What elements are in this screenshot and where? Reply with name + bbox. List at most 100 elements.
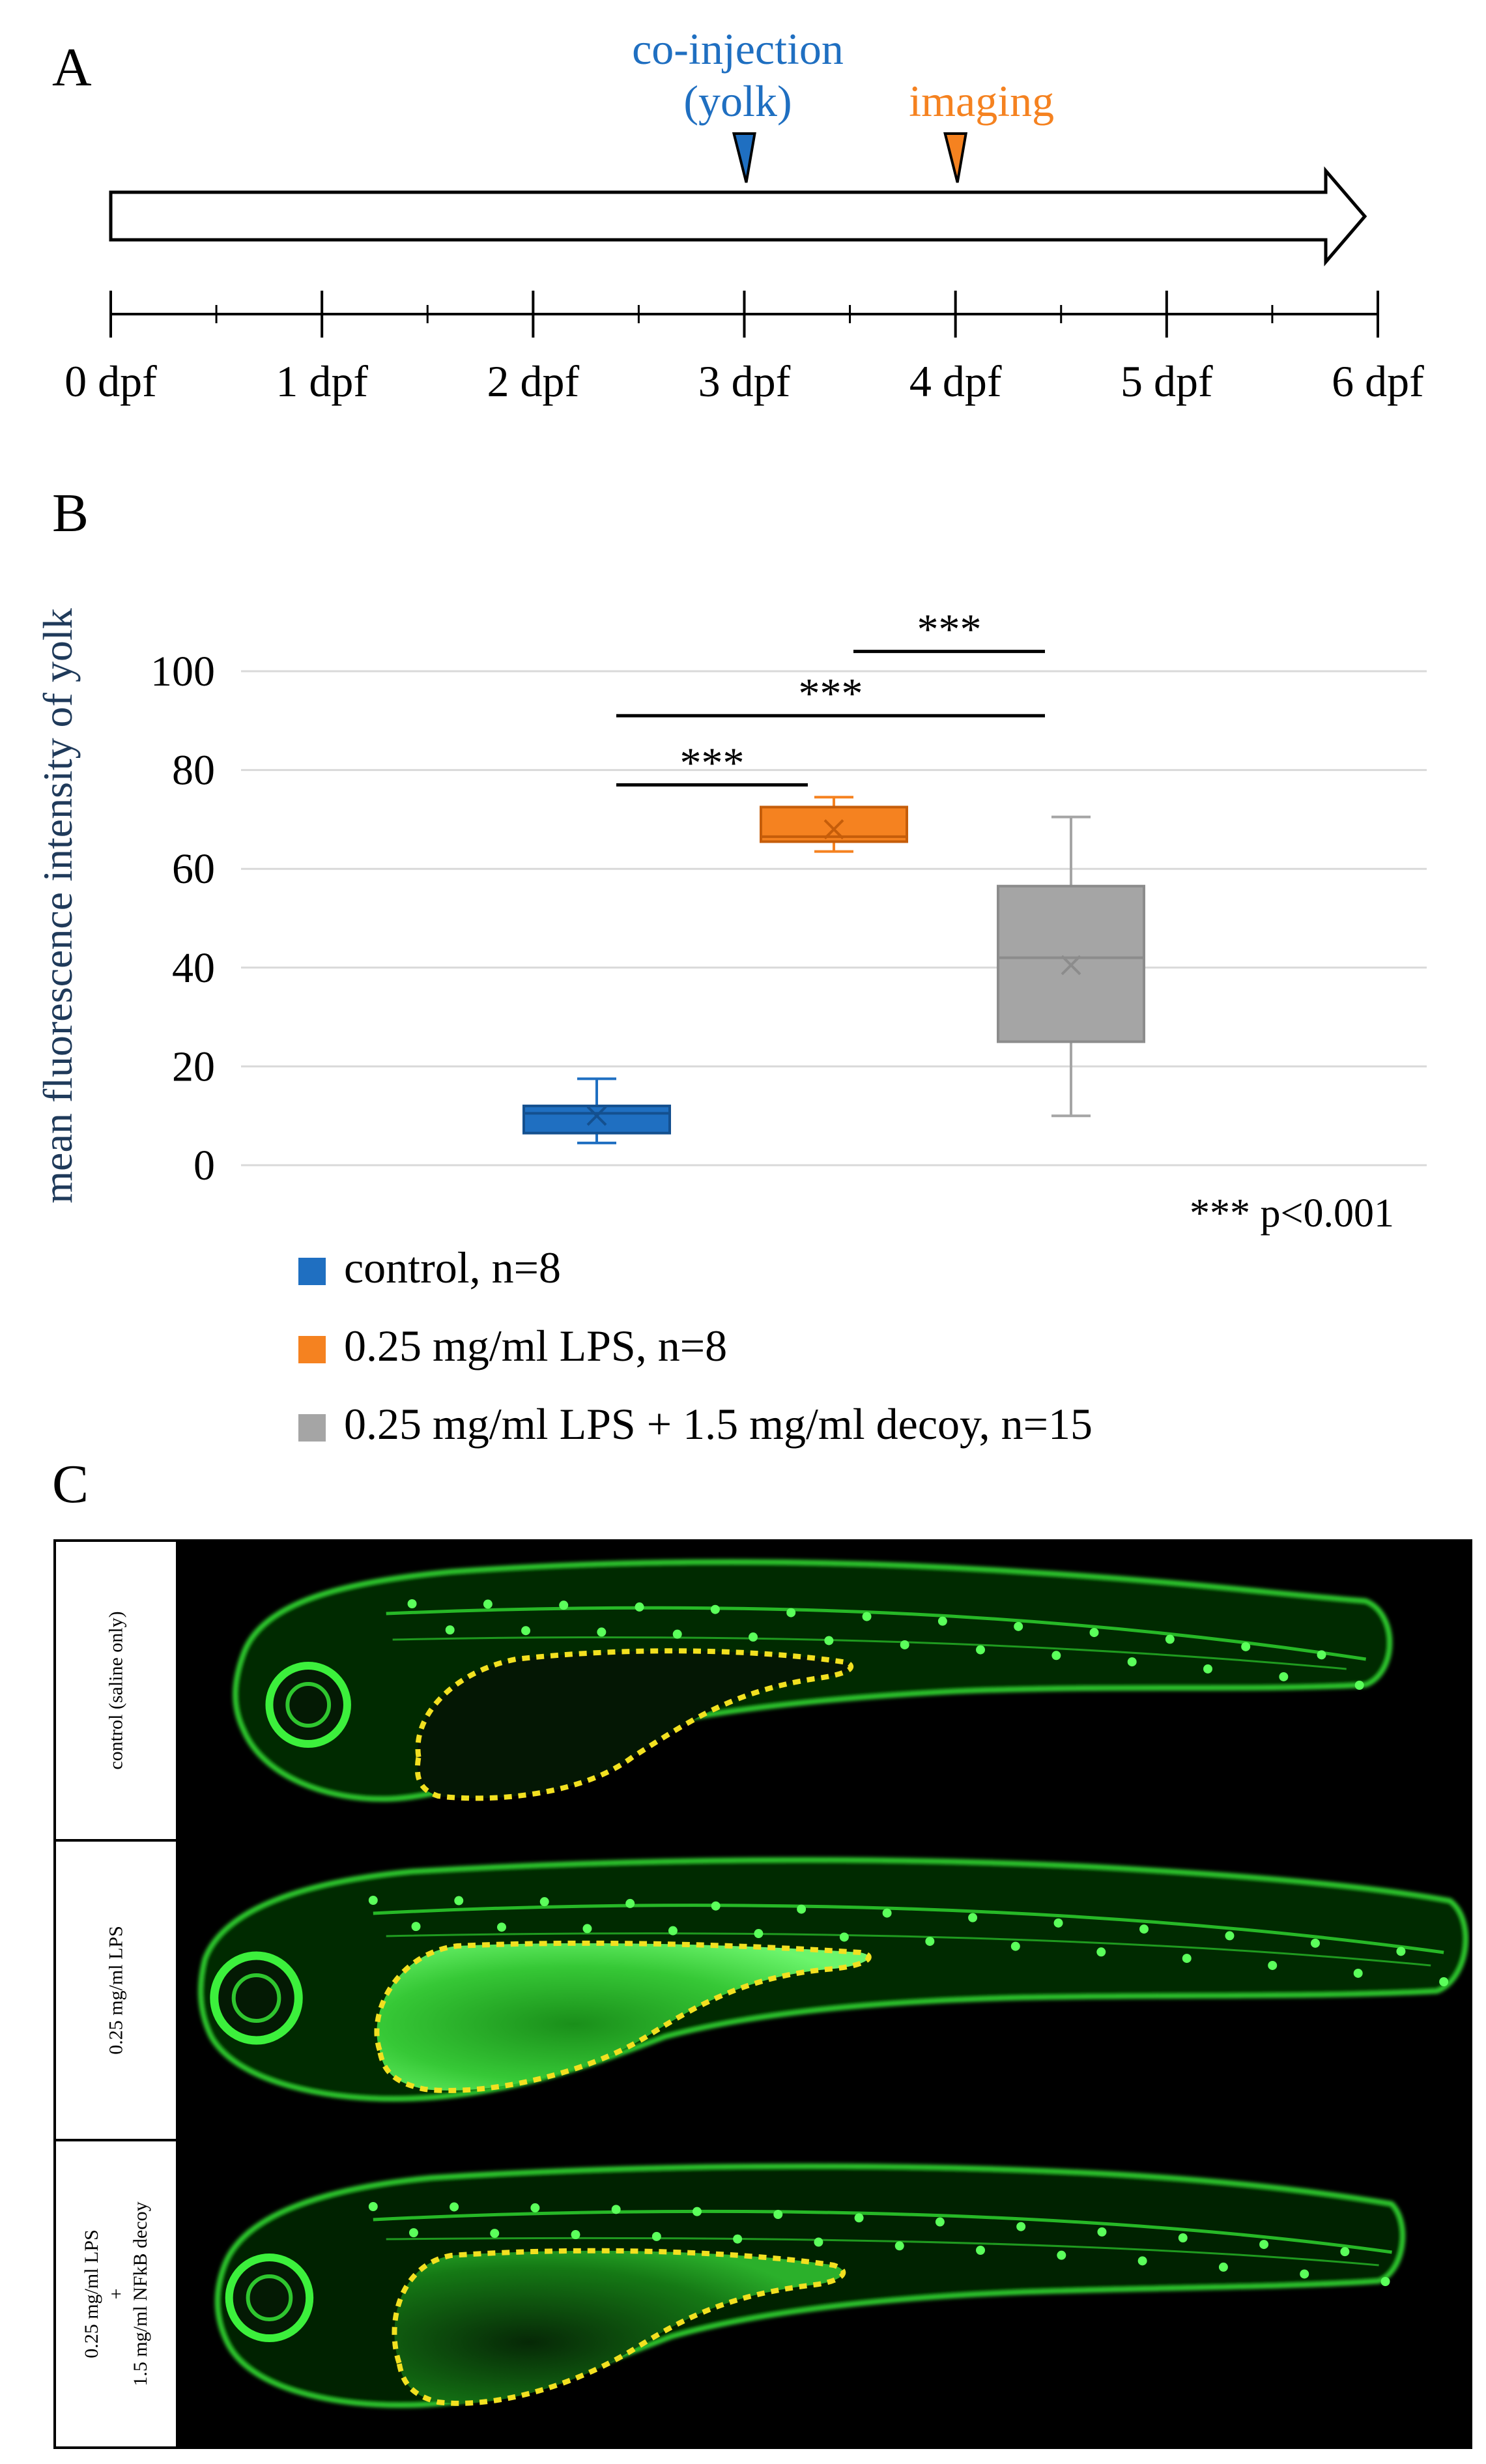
box-series xyxy=(522,796,1145,1144)
timeline-day-label: 3 dpf xyxy=(698,356,791,406)
fluorescent-spot xyxy=(559,1601,569,1610)
micrograph-panel: control (saline only) 0.25 mg/ml LPS 0.2… xyxy=(53,1539,1472,2449)
fluorescent-spot xyxy=(773,2210,783,2219)
timeline-tick-labels: 0 dpf 1 dpf 2 dpf 3 dpf 4 dpf 5 dpf 6 dpf xyxy=(64,356,1424,406)
timeline-ticks xyxy=(109,291,1379,338)
legend-swatch xyxy=(298,1414,326,1442)
spinal-line xyxy=(373,2209,1392,2254)
fluorescent-spot xyxy=(1097,2227,1107,2237)
panel-label-c: C xyxy=(52,1454,89,1515)
fluorescent-spot xyxy=(854,2213,864,2223)
fluorescent-spot xyxy=(1014,1621,1023,1631)
fluorescent-spot xyxy=(411,1922,421,1932)
fluorescent-spot xyxy=(1259,2240,1269,2250)
fluorescent-spot xyxy=(1096,1947,1106,1957)
timeline-day-label: 6 dpf xyxy=(1332,356,1424,406)
fluorescent-spot xyxy=(862,1612,872,1621)
fluorescent-spot xyxy=(539,1897,549,1907)
fluorescent-spot xyxy=(900,1640,909,1649)
fluorescent-spot xyxy=(1016,2222,1026,2231)
fish-body-outline xyxy=(215,2164,1405,2408)
chart-legend: control, n=8 0.25 mg/ml LPS, n=8 0.25 mg/m… xyxy=(298,1243,1093,1449)
fluorescent-spot xyxy=(1053,1918,1063,1928)
fluorescent-spot xyxy=(1182,1954,1192,1964)
significance-label: *** xyxy=(799,670,863,717)
fluorescent-spot xyxy=(710,1604,720,1614)
timeline-day-label: 4 dpf xyxy=(909,356,1002,406)
box-iqr xyxy=(522,1105,671,1135)
y-axis-label: mean fluorescence intensity of yolk xyxy=(35,608,81,1203)
fluorescent-spot xyxy=(733,2234,743,2244)
chart-gridlines xyxy=(241,670,1427,1167)
timeline-day-label: 2 dpf xyxy=(487,356,580,406)
fluorescent-spot xyxy=(1380,2277,1390,2286)
row-label-control: control (saline only) xyxy=(105,1611,127,1770)
panel-label-b: B xyxy=(52,483,89,544)
event-marker xyxy=(943,132,968,183)
fluorescent-spots xyxy=(368,2202,1390,2286)
legend-label: 0.25 mg/ml LPS, n=8 xyxy=(344,1321,727,1370)
fluorescent-spot xyxy=(1010,1941,1020,1951)
fluorescent-spot xyxy=(693,2207,702,2216)
fluorescent-spot xyxy=(968,1913,978,1922)
fluorescent-spot xyxy=(1137,2256,1147,2266)
fluorescent-spot xyxy=(797,1904,807,1914)
fluorescent-spot xyxy=(935,2217,945,2227)
fluorescent-spot xyxy=(1139,1924,1149,1934)
yolk-outline xyxy=(414,1648,854,1801)
legend-swatch xyxy=(298,1336,326,1363)
timeline-day-label: 1 dpf xyxy=(276,356,368,406)
row-label-cell-lps: 0.25 mg/ml LPS xyxy=(56,1842,179,2141)
fluorescent-spot xyxy=(976,2246,986,2255)
fluorescent-spots xyxy=(407,1599,1364,1690)
fluorescent-spot xyxy=(1051,1651,1061,1660)
fluorescent-spot xyxy=(368,2202,378,2211)
panel-label-a: A xyxy=(52,37,92,98)
fluorescent-spot xyxy=(937,1616,947,1626)
y-tick-label: 80 xyxy=(172,747,215,794)
timeline-arrow xyxy=(109,166,1367,267)
fluorescent-spot xyxy=(625,1898,635,1908)
fluorescent-spot xyxy=(749,1632,758,1642)
box-plot-chart: mean fluorescence intensity of yolk 0 20 4… xyxy=(35,606,1427,1449)
mean-marker xyxy=(586,1105,607,1126)
fluorescent-spot xyxy=(597,1627,607,1637)
legend-swatch xyxy=(298,1258,326,1285)
mean-marker xyxy=(1061,955,1081,976)
fluorescent-spot xyxy=(483,1599,493,1609)
fish-eye xyxy=(225,2254,314,2342)
y-tick-label: 100 xyxy=(150,648,215,695)
spinal-line xyxy=(373,1904,1444,1954)
fluorescent-spot xyxy=(668,1926,678,1935)
y-tick-label: 20 xyxy=(172,1043,215,1090)
fluorescent-spot xyxy=(839,1932,849,1942)
fluorescent-spot xyxy=(408,2228,418,2238)
fluorescent-spot xyxy=(651,2231,661,2241)
event-label: (yolk) xyxy=(683,76,792,126)
yolk-outline xyxy=(392,2248,846,2406)
fluorescent-spot xyxy=(882,1908,892,1918)
fluorescent-spot xyxy=(1241,1642,1251,1651)
fluorescent-spot xyxy=(1317,1650,1326,1660)
spinal-line xyxy=(386,1932,1431,1967)
fluorescent-spot xyxy=(454,1896,464,1906)
timeline-events: co-injection(yolk) imaging xyxy=(632,24,1054,183)
fluorescent-spot xyxy=(1354,1681,1364,1690)
fluorescent-spot xyxy=(611,2205,621,2214)
row-label-lps-decoy: 0.25 mg/ml LPS + 1.5 mg/ml NFkB decoy xyxy=(80,2201,151,2386)
spinal-line xyxy=(392,1636,1347,1670)
timeline-diagram: 0 dpf 1 dpf 2 dpf 3 dpf 4 dpf 5 dpf 6 dpf co-i… xyxy=(64,24,1424,406)
fluorescent-spot xyxy=(754,1929,764,1939)
fluorescent-spot xyxy=(1310,1938,1320,1948)
fluorescent-spot xyxy=(450,2202,459,2212)
fluorescent-spot xyxy=(407,1599,417,1608)
fluorescent-spot xyxy=(582,1924,592,1934)
fluorescent-spots xyxy=(368,1896,1449,1986)
box-3 xyxy=(997,815,1145,1118)
spinal-line xyxy=(386,1606,1367,1661)
fluorescent-spot xyxy=(497,1922,506,1932)
mean-marker xyxy=(823,819,844,839)
fluorescent-spot xyxy=(976,1645,986,1655)
fluorescent-spot xyxy=(814,2237,823,2247)
fluorescent-spot xyxy=(521,1626,531,1636)
